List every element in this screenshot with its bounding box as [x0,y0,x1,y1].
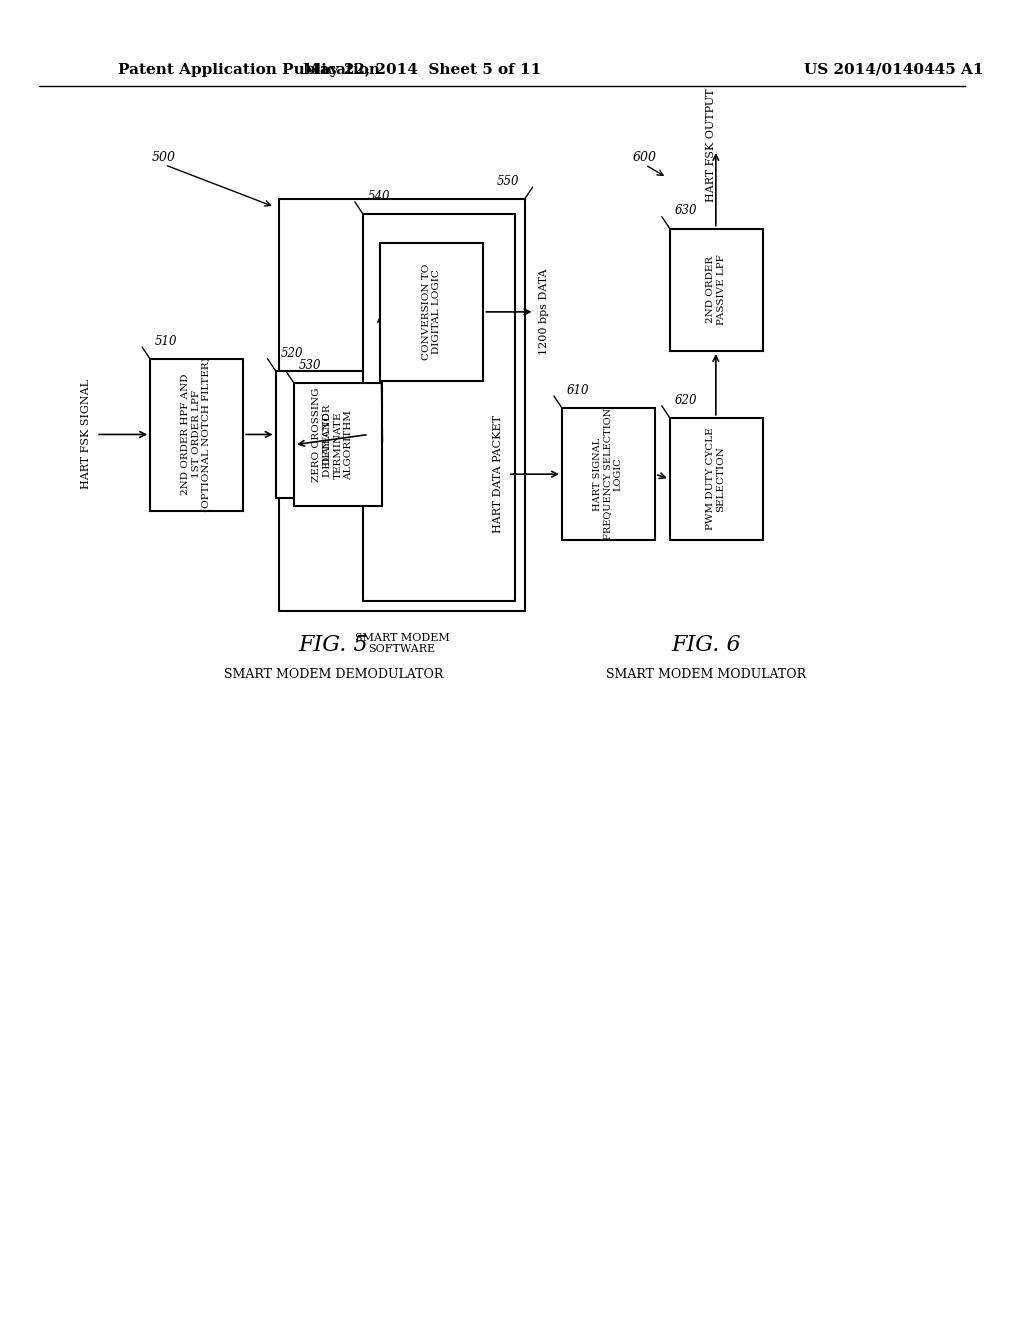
Text: SMART MODEM
SOFTWARE: SMART MODEM SOFTWARE [354,632,450,655]
Text: May 22, 2014  Sheet 5 of 11: May 22, 2014 Sheet 5 of 11 [302,62,541,77]
Text: 610: 610 [567,384,589,397]
Text: 600: 600 [633,152,656,165]
Bar [294,384,382,506]
Text: 550: 550 [498,176,520,187]
Text: SMART MODEM MODULATOR: SMART MODEM MODULATOR [606,668,806,681]
Text: HART SIGNAL
FREQUENCY SELECTION
LOGIC: HART SIGNAL FREQUENCY SELECTION LOGIC [593,408,623,540]
Text: CONVERSION TO
DIGITAL LOGIC: CONVERSION TO DIGITAL LOGIC [422,264,441,360]
Text: DELAY AND
TERMINATE
ALGORITHM: DELAY AND TERMINATE ALGORITHM [324,409,353,479]
Bar [280,199,524,611]
Text: 500: 500 [152,152,176,165]
Bar [670,228,763,351]
Bar [562,408,655,540]
Text: ZERO CROSSING
DETECTOR: ZERO CROSSING DETECTOR [312,387,332,482]
Text: 2ND ORDER HPF AND
1ST ORDER LPF
(OPTIONAL NOTCH FILTER): 2ND ORDER HPF AND 1ST ORDER LPF (OPTIONA… [181,358,211,512]
Bar [381,243,483,380]
Text: 630: 630 [675,205,697,218]
Text: PWM DUTY CYCLE
SELECTION: PWM DUTY CYCLE SELECTION [707,428,726,531]
Text: 530: 530 [299,359,322,372]
Text: FIG. 5: FIG. 5 [299,635,369,656]
Bar [151,359,243,511]
Text: 1200 bps DATA: 1200 bps DATA [540,269,549,355]
Text: 540: 540 [368,190,390,203]
Text: Patent Application Publication: Patent Application Publication [118,62,380,77]
Bar [275,371,369,498]
Text: 2ND ORDER
PASSIVE LPF: 2ND ORDER PASSIVE LPF [707,255,726,325]
Text: 510: 510 [155,335,177,347]
Text: HART FSK OUTPUT: HART FSK OUTPUT [706,88,716,202]
Text: 620: 620 [675,393,697,407]
Text: HART DATA PACKET: HART DATA PACKET [493,416,503,533]
Text: HART FSK SIGNAL: HART FSK SIGNAL [81,379,91,490]
Bar [362,214,515,601]
Bar [670,418,763,540]
Text: FIG. 6: FIG. 6 [671,635,740,656]
Text: SMART MODEM DEMODULATOR: SMART MODEM DEMODULATOR [223,668,443,681]
Text: US 2014/0140445 A1: US 2014/0140445 A1 [804,62,984,77]
Text: 520: 520 [281,347,303,359]
